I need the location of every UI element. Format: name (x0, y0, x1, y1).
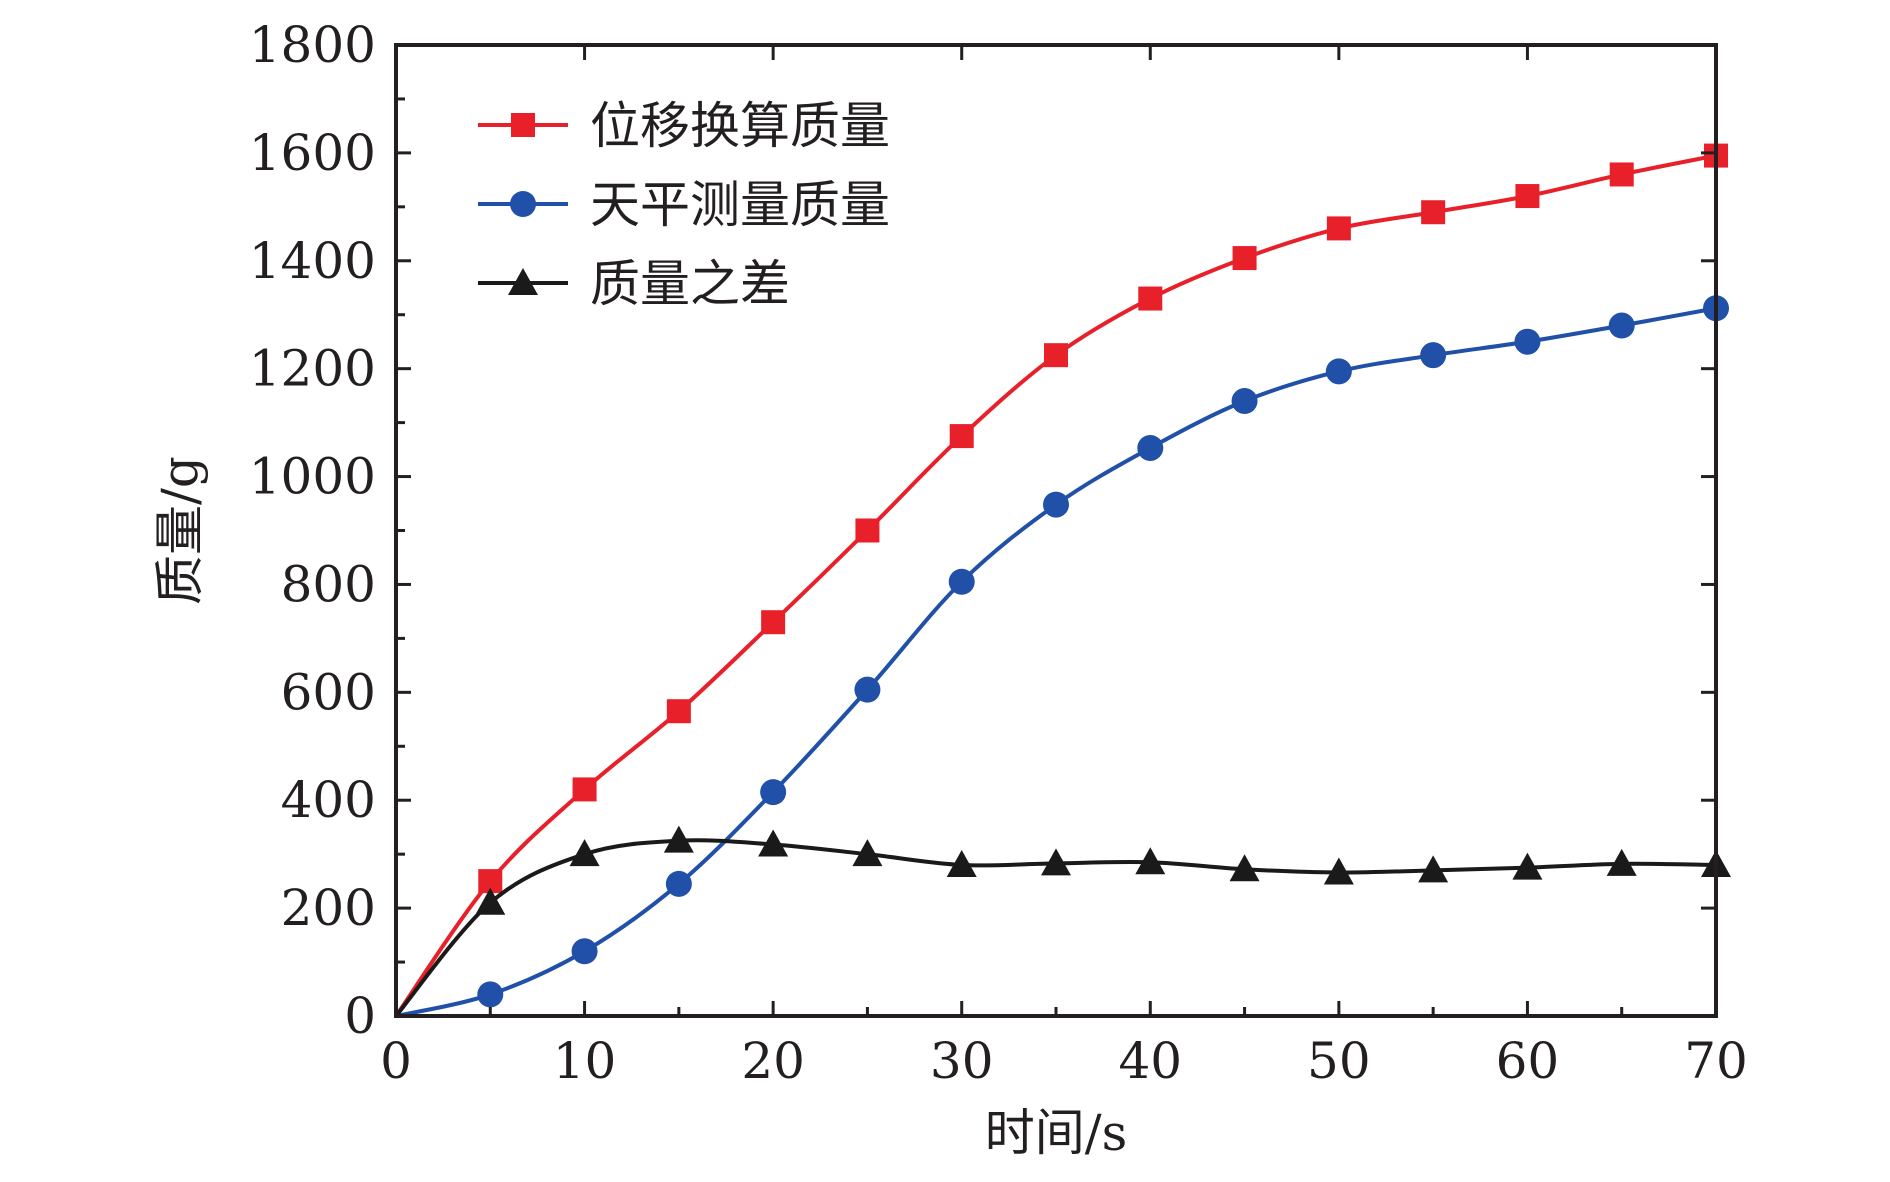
data-point (761, 610, 786, 635)
data-point (666, 699, 691, 724)
data-point (1608, 312, 1635, 339)
data-point (1229, 854, 1260, 882)
data-point (1421, 200, 1446, 225)
data-point (1323, 857, 1354, 885)
y-axis-title: 质量/g (151, 456, 209, 605)
series-line (395, 306, 1717, 1018)
axes-layer: 0 10 20 30 40 50 60 70 0 200 400 600 800 1000 1200 1400… (249, 16, 1748, 1090)
data-point (1606, 848, 1637, 876)
legend-item: 位移换算质量 (478, 97, 890, 155)
data-point (949, 424, 974, 449)
x-tick-label: 10 (553, 1032, 617, 1090)
series-2 (395, 295, 1729, 1018)
data-point (1514, 328, 1541, 355)
y-tick-label: 1600 (249, 124, 376, 182)
y-tick-label: 1400 (249, 232, 376, 290)
x-tick-label: 40 (1118, 1032, 1182, 1090)
x-tick-label: 60 (1496, 1032, 1560, 1090)
x-tick-label: 0 (380, 1032, 412, 1090)
data-point (1325, 358, 1352, 385)
y-tick-label: 200 (281, 879, 376, 937)
y-tick-label: 800 (281, 555, 376, 613)
x-axis-title: 时间/s (985, 1104, 1128, 1162)
data-point (569, 839, 600, 867)
data-point (1609, 162, 1634, 187)
legend-marker (511, 113, 535, 137)
data-point (1515, 184, 1540, 209)
data-point (1420, 342, 1447, 369)
data-point (663, 825, 694, 853)
x-tick-label: 30 (930, 1032, 994, 1090)
y-tick-label: 400 (281, 771, 376, 829)
y-tick-label: 600 (281, 663, 376, 721)
data-point (1138, 286, 1163, 311)
legend-label: 质量之差 (590, 255, 790, 313)
legend-marker (508, 268, 538, 295)
data-point (1137, 434, 1164, 461)
series-1 (394, 143, 1728, 1018)
data-point (758, 829, 789, 857)
data-point (475, 887, 506, 915)
data-point (1043, 491, 1069, 518)
series-layer (394, 143, 1731, 1018)
data-point (855, 518, 880, 543)
legend-marker (510, 191, 536, 217)
data-point (854, 676, 881, 703)
data-point (477, 981, 504, 1008)
x-tick-label: 50 (1307, 1032, 1371, 1090)
y-tick-label: 0 (344, 987, 376, 1045)
data-point (1041, 848, 1071, 876)
y-tick-label: 1000 (249, 448, 376, 506)
data-point (665, 870, 692, 897)
data-point (571, 938, 598, 965)
data-point (1512, 852, 1543, 880)
data-point (1326, 216, 1351, 241)
data-point (1044, 343, 1068, 368)
data-point (1231, 388, 1258, 415)
data-point (1232, 246, 1257, 271)
data-point (760, 779, 787, 806)
data-point (852, 839, 883, 867)
series-3 (394, 825, 1731, 1018)
x-tick-label: 70 (1684, 1032, 1748, 1090)
legend-item: 天平测量质量 (478, 176, 890, 234)
data-point (1135, 847, 1166, 875)
data-point (572, 777, 597, 802)
legend-label: 天平测量质量 (590, 176, 890, 234)
legend-item: 质量之差 (478, 255, 790, 313)
data-point (948, 568, 975, 595)
data-point (1418, 855, 1449, 883)
x-tick-label: 20 (741, 1032, 805, 1090)
data-point (946, 849, 977, 877)
legend-label: 位移换算质量 (590, 97, 890, 155)
y-tick-label: 1800 (249, 16, 376, 74)
y-tick-label: 1200 (249, 340, 376, 398)
